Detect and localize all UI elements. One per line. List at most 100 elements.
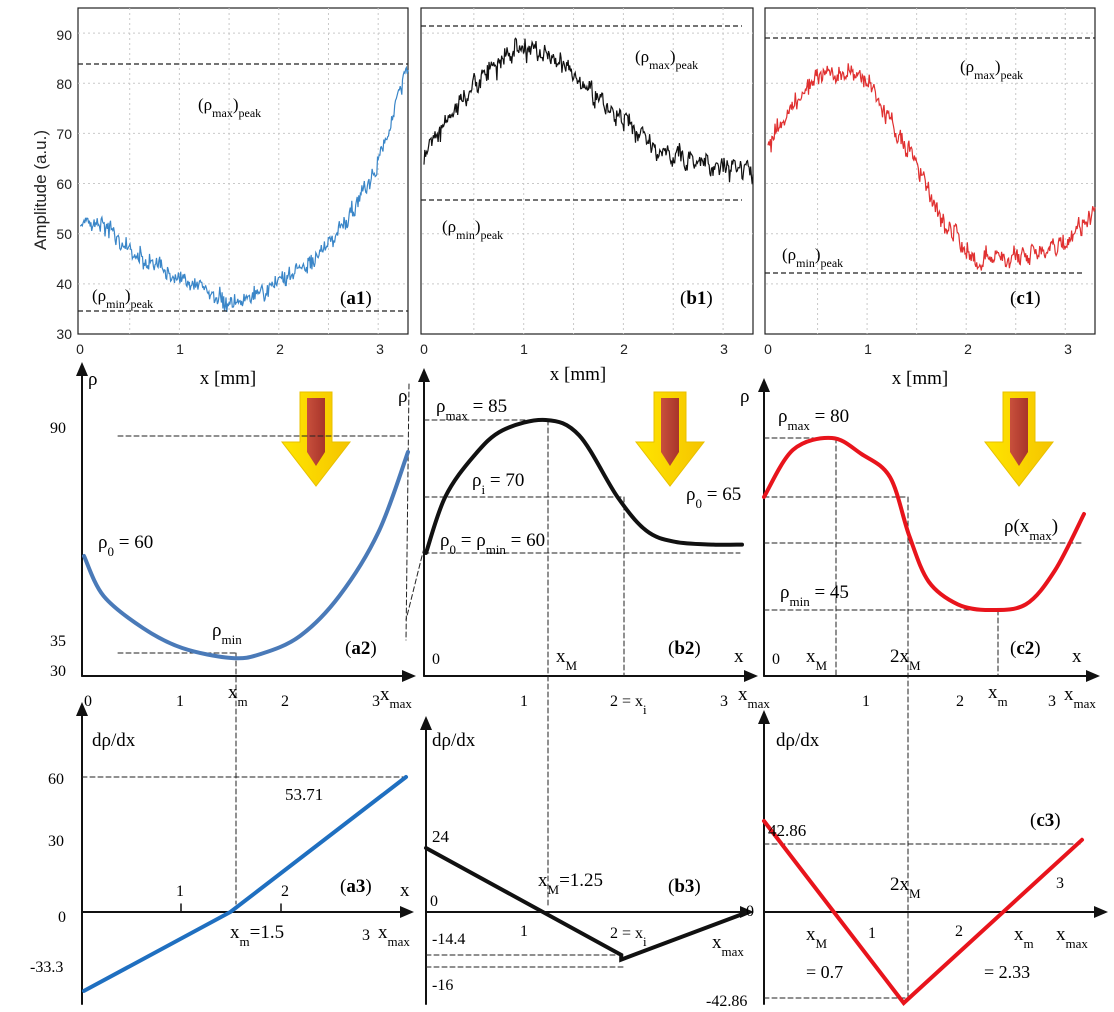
- panel-b3-ann-neg144: -14.4: [432, 931, 465, 948]
- panel-b2-ylabel: ρ: [398, 386, 407, 407]
- panel-a3-panel-label: (a3): [340, 876, 372, 897]
- panel-b3-ann-neg16: -16: [432, 977, 453, 994]
- panel-c2-ylabel: ρ: [740, 386, 749, 407]
- top-row-ylabel: Amplitude (a.u.): [31, 130, 50, 250]
- panel-a3-ann-5371: 53.71: [285, 785, 323, 804]
- panel-b3-ann-xM: xM=1.25: [538, 870, 603, 897]
- panel-c3-ann-neg4286: -42.86: [706, 993, 747, 1010]
- panel-b2: ρ ρmax = 85 ρi = 70 ρ0 = ρmin = 60 x (b2…: [398, 368, 770, 906]
- panel-c2-ann-2xM: 2xM: [890, 646, 921, 673]
- panel-b3-panel-label: (b3): [668, 876, 701, 897]
- panel-b1-grid: [422, 8, 753, 334]
- panel-b2-ann-rhomax: ρmax = 85: [436, 396, 507, 423]
- panel-b3-xtick-1: 1: [520, 923, 528, 940]
- panel-b3-yaxis-arrow: [420, 716, 432, 730]
- panel-c3-ann-07: = 0.7: [806, 962, 843, 982]
- panel-a3-xtick-3: 3: [362, 927, 370, 944]
- panel-a3-xtick-1: 1: [176, 883, 184, 900]
- down-arrow-b: [634, 391, 706, 487]
- panel-c1-xticks: 0 1 2 3: [764, 341, 1072, 357]
- panel-a2: ρ 90 35 30 ρ0 = 60 ρmin (a2) 0 1 xm 2 3 …: [50, 362, 416, 905]
- panel-a2-ytick-35: 35: [50, 633, 66, 650]
- panel-b1-frame: [420, 7, 754, 335]
- panel-b2-yaxis-arrow: [418, 368, 430, 382]
- panel-a2-xaxis-arrow: [402, 670, 416, 682]
- panel-c3-panel-label: (c3): [1030, 810, 1061, 831]
- panel-c2-yaxis-arrow: [758, 378, 770, 392]
- panel-a1-ytick-80: 80: [56, 76, 72, 92]
- panel-a2-ann-rho0: ρ0 = 60: [98, 532, 153, 559]
- panel-b2-guide-diag: [405, 547, 425, 621]
- panel-b2-xtick-0: 0: [432, 651, 440, 668]
- panel-a3-ann-xm: xm=1.5: [230, 922, 284, 949]
- panel-b2-xtick-3: 3: [720, 693, 728, 710]
- panel-b3-curve: [424, 846, 750, 963]
- panel-a3-xaxis-x: x: [400, 880, 410, 901]
- panel-b3-ann-24: 24: [432, 827, 450, 846]
- panel-a2-xtick-2: 2: [281, 693, 289, 710]
- panel-a2-xtick-1: 1: [176, 693, 184, 710]
- panel-c2-xtick-0: 0: [772, 651, 780, 668]
- panel-c2-panel-label: (c2): [1010, 638, 1041, 659]
- panel-c1-frame: [764, 7, 1096, 335]
- panel-c2-xtick-3: 3: [1048, 693, 1056, 710]
- panel-c2-xaxis-x: x: [1072, 646, 1082, 667]
- panel-a1-ytick-90: 90: [56, 27, 72, 43]
- panel-c2-ann-rhomax: ρmax = 80: [778, 406, 849, 433]
- panel-c3-ann-233: = 2.33: [984, 962, 1030, 982]
- panel-c3-xtick-1: 1: [868, 925, 876, 942]
- panel-c2-xtick-1: 1: [862, 693, 870, 710]
- panel-c1-xlabel: x [mm]: [892, 368, 948, 389]
- panel-a1-noisy-trace: [80, 65, 409, 313]
- panel-a1-yticks: 30 40 50 60 70 80 90: [56, 27, 72, 342]
- panel-c1-noisy-trace: [767, 63, 1096, 271]
- panel-a1-ytick-70: 70: [56, 126, 72, 142]
- panel-a3-ytick-0: 0: [58, 909, 66, 926]
- panel-a2-guide-xmax: [405, 383, 410, 641]
- panel-a2-xaxis-label: xmax: [380, 684, 412, 711]
- panel-b3-ylabel: dρ/dx: [432, 730, 476, 751]
- panel-b2-panel-label: (b2): [668, 638, 701, 659]
- panel-c1-xtick-0: 0: [764, 341, 772, 357]
- panel-b1-xticks: 0 1 2 3: [420, 341, 728, 357]
- panel-a2-curve: [82, 450, 410, 661]
- panel-a2-xtick-3: 3: [372, 693, 380, 710]
- panel-c2-xaxis-label: xmax: [1064, 684, 1096, 711]
- panel-a1-xtick-2: 2: [276, 341, 284, 357]
- panel-c3-ann-4286: 42.86: [768, 821, 806, 840]
- panel-c2-ann-rho0: ρ0 = 65: [686, 484, 741, 511]
- panel-a1-panel-label: (a1): [340, 288, 372, 309]
- panel-c2-ann-rhomin: ρmin = 45: [780, 582, 849, 609]
- panel-b3: dρ/dx 24 xM=1.25 (b3) 0 1 2 = xi -14.4 -…: [420, 716, 754, 1005]
- panel-a1-xtick-0: 0: [76, 341, 84, 357]
- panel-c2-xaxis-arrow: [1086, 670, 1100, 682]
- panel-b2-xaxis-label: xmax: [738, 684, 770, 711]
- panel-c2-curve: [762, 435, 1086, 613]
- panel-c2-ann-xm: xm: [988, 682, 1008, 709]
- panel-b2-ann-xM: xM: [556, 646, 578, 673]
- b1-trace-line: [423, 37, 754, 185]
- panel-c1-grid: [766, 8, 1095, 334]
- panel-c2-xtick-2: 2: [956, 693, 964, 710]
- panel-c3-ann-xm: xm: [1014, 924, 1034, 951]
- panel-a1-grid: [78, 8, 408, 334]
- panel-c3-xtick-2: 2: [955, 923, 963, 940]
- panel-a1-xlabel: x [mm]: [200, 368, 256, 389]
- panel-c2-ann-xM: xM: [806, 646, 828, 673]
- panel-c2: ρ ρmax = 80 ρ0 = 65 ρ(xmax) ρmin = 45 0 …: [686, 378, 1100, 1001]
- panel-a1: (ρmax)peak (ρmin)peak (a1) 30 40 50 60 7…: [56, 7, 409, 389]
- panel-a2-ytick-30: 30: [50, 663, 66, 680]
- panel-b1-noisy-trace: [423, 37, 754, 185]
- panel-b1-xtick-1: 1: [520, 341, 528, 357]
- panel-b1-xlabel: x [mm]: [550, 364, 606, 385]
- panel-c3-xtick-0: 0: [746, 903, 754, 920]
- panel-a3-ytick-neg333: -33.3: [30, 959, 63, 976]
- panel-a2-ann-xm: xm: [228, 682, 248, 709]
- panel-c2-ann-rhoxmax: ρ(xmax): [1004, 516, 1058, 543]
- panel-a2-xtick-0: 0: [84, 693, 92, 710]
- panel-c3-xaxis-arrow: [1094, 906, 1108, 918]
- panel-a1-ytick-50: 50: [56, 226, 72, 242]
- panel-a1-ytick-60: 60: [56, 176, 72, 192]
- panel-c3-xaxis-label: xmax: [1056, 924, 1088, 951]
